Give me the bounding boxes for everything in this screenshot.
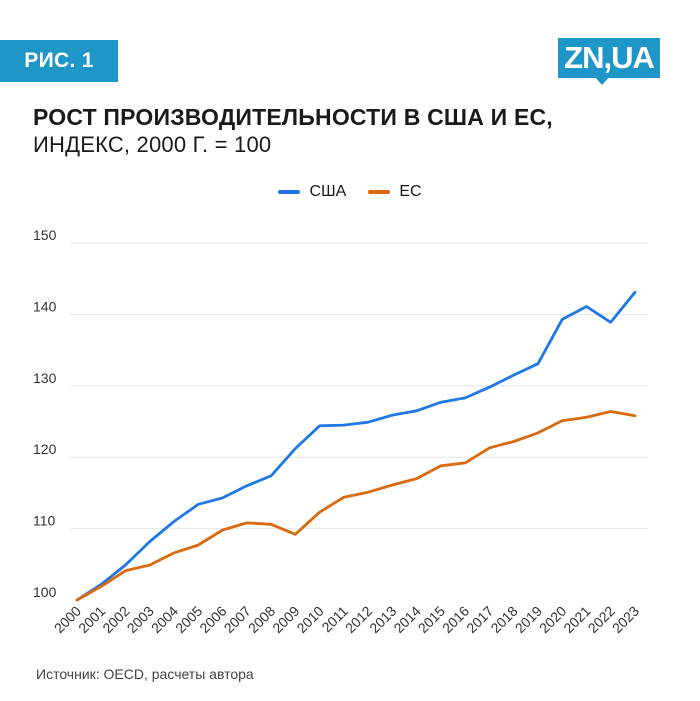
site-logo: ZN,UA [558, 38, 660, 85]
y-tick-label: 140 [33, 298, 57, 314]
figure-badge: РИС. 1 [0, 40, 118, 82]
logo-speech-tail [594, 76, 610, 85]
legend-label-eu: ЕС [399, 183, 422, 200]
chart-legend: США ЕС [0, 183, 700, 201]
source-note: Источник: OECD, расчеты автора [36, 666, 254, 682]
y-tick-label: 150 [33, 227, 57, 243]
series-line-eu [75, 410, 637, 602]
chart-title: РОСТ ПРОИЗВОДИТЕЛЬНОСТИ В США И ЕС, [33, 104, 553, 130]
legend-item-eu: ЕС [368, 183, 422, 201]
y-tick-label: 130 [33, 370, 57, 386]
legend-swatch-eu [368, 190, 391, 194]
y-tick-label: 100 [33, 584, 57, 600]
legend-item-usa: США [278, 183, 346, 201]
y-tick-label: 120 [33, 441, 57, 457]
series-line-usa [75, 290, 637, 602]
logo-text: ZN,UA [558, 38, 660, 78]
legend-swatch-usa [278, 190, 301, 194]
legend-label-usa: США [309, 183, 347, 200]
chart-subtitle: ИНДЕКС, 2000 Г. = 100 [33, 132, 272, 157]
y-tick-label: 110 [33, 513, 56, 529]
x-tick-label: 2023 [609, 603, 642, 636]
